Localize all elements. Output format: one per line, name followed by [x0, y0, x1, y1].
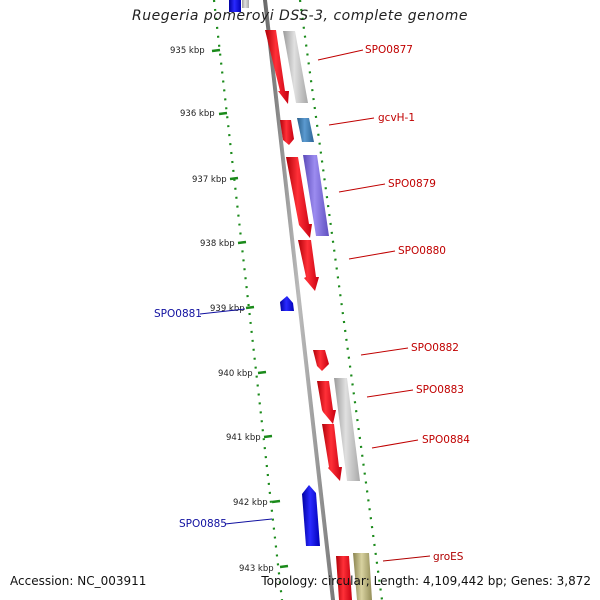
- backbone: [263, 0, 335, 600]
- gene-label-groES[interactable]: groES: [433, 551, 464, 563]
- tick-label-943: 943 kbp: [239, 564, 274, 574]
- leader-SPO0884: [371, 439, 419, 449]
- gene-label-SPO0882[interactable]: SPO0882: [411, 342, 459, 354]
- gene-SPO0883-bar: [334, 378, 360, 481]
- gene-label-SPO0879[interactable]: SPO0879: [388, 178, 436, 190]
- leader-SPO0877: [317, 49, 364, 61]
- gene-label-SPO0885[interactable]: SPO0885: [179, 518, 227, 530]
- gene-SPO0885-arrow[interactable]: [302, 485, 320, 546]
- tick-label-939: 939 kbp: [210, 304, 245, 314]
- gene-label-SPO0881[interactable]: SPO0881: [154, 308, 202, 320]
- gene-groES-arrow[interactable]: [336, 556, 352, 600]
- gene-label-SPO0880[interactable]: SPO0880: [398, 245, 446, 257]
- tick-label-937: 937 kbp: [192, 175, 227, 185]
- gene-label-SPO0883[interactable]: SPO0883: [416, 384, 464, 396]
- accession-text: Accession: NC_003911: [10, 574, 147, 588]
- gene-gcvH-1-bar: [297, 118, 314, 142]
- tick-label-942: 942 kbp: [233, 498, 268, 508]
- leader-SPO0883: [366, 389, 414, 398]
- gene-SPO0882-arrow[interactable]: [313, 350, 329, 371]
- right-dotted-ring: [298, 0, 384, 600]
- gene-SPO0879-arrow[interactable]: [286, 157, 312, 238]
- leader-SPO0881: [199, 308, 246, 315]
- gene-SPO0879-bar: [303, 155, 329, 236]
- tick-label-941: 941 kbp: [226, 433, 261, 443]
- leader-gcvH-1: [328, 117, 375, 126]
- genome-summary-text: Topology: circular; Length: 4,109,442 bp…: [261, 574, 591, 588]
- gene-SPO0880-arrow[interactable]: [298, 240, 319, 291]
- top-gray-feature: [242, 0, 249, 8]
- left-dotted-ring: [212, 0, 284, 600]
- top-blue-feature: [229, 0, 241, 12]
- gene-SPO0883-arrow[interactable]: [317, 381, 336, 424]
- tick-label-938: 938 kbp: [200, 239, 235, 249]
- gene-label-SPO0877[interactable]: SPO0877: [365, 44, 413, 56]
- tick-label-935: 935 kbp: [170, 46, 205, 56]
- tick-marks: [211, 48, 289, 569]
- gene-SPO0877-bar: [283, 31, 308, 103]
- leader-SPO0880: [348, 250, 396, 260]
- tick-label-936: 936 kbp: [180, 109, 215, 119]
- leader-groES: [382, 555, 431, 562]
- tick-label-940: 940 kbp: [218, 369, 253, 379]
- gene-SPO0881-arrow[interactable]: [280, 296, 294, 311]
- leader-SPO0885: [224, 518, 273, 525]
- gene-SPO0884-arrow[interactable]: [322, 424, 342, 481]
- gene-gcvH-1-arrow[interactable]: [280, 120, 294, 145]
- gene-groES-bar: [353, 553, 372, 600]
- gene-label-gcvH-1[interactable]: gcvH-1: [378, 112, 415, 124]
- leader-SPO0882: [360, 347, 409, 356]
- gene-SPO0877-arrow[interactable]: [265, 30, 289, 104]
- leader-SPO0879: [338, 183, 386, 193]
- gene-label-SPO0884[interactable]: SPO0884: [422, 434, 470, 446]
- map-title: Ruegeria pomeroyi DSS-3, complete genome: [132, 8, 468, 24]
